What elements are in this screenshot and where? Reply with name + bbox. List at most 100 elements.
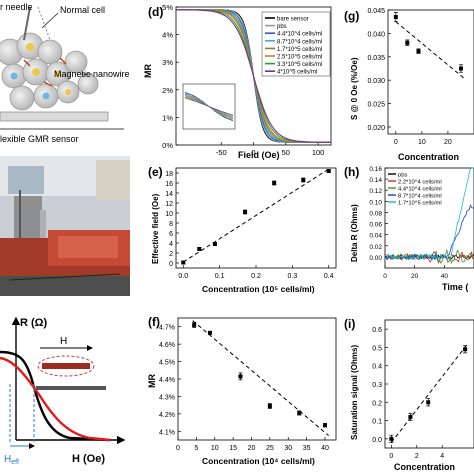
nanowire-icon xyxy=(42,363,90,369)
legend-label: 8.7*10^4 cells/ml xyxy=(398,194,442,200)
legend-label: 3.3*10^5 cells/ml xyxy=(277,62,322,68)
legend-box xyxy=(261,11,331,77)
label-needle: r needle xyxy=(0,2,33,12)
data-point xyxy=(458,66,463,71)
y-tick-label: 0.020 xyxy=(367,125,385,132)
y-tick-label: 0.035 xyxy=(367,55,385,62)
y-tick-label: 0.4 xyxy=(372,364,382,371)
x-tick-label: 0.2 xyxy=(251,273,261,280)
ylabel-f: MR xyxy=(147,374,157,388)
y-tick-label: 0.00 xyxy=(369,255,382,262)
x-tick-label: 35 xyxy=(303,445,311,452)
ylabel-i: Saturation signal (Ohms) xyxy=(350,345,359,440)
panel-f: 0 5 10 15 20 25 30 35 40 4.1% 4.2% 4.3% 4.4% 4.5% 4.6%… xyxy=(147,315,337,466)
x-tick-label: 2 xyxy=(415,453,419,460)
y-tick-label: 0.08 xyxy=(369,210,382,217)
legend-label: 1.7*10^5 cells/ml xyxy=(277,47,322,53)
xlabel-f: Concentration (10⁴ cells/ml) xyxy=(202,456,315,466)
y-tick-label: 0.12 xyxy=(369,188,382,195)
y-tick-label: 0.045 xyxy=(367,8,385,15)
data-point xyxy=(408,414,413,419)
y-tick-label: 0.025 xyxy=(367,102,385,109)
series-line xyxy=(176,9,331,143)
data-point xyxy=(405,40,410,45)
label-normal-cell: Normal cell xyxy=(60,5,105,15)
data-point xyxy=(426,400,431,405)
x-tick-label: 20 xyxy=(444,139,452,146)
y-tick-label: 0.5 xyxy=(372,345,382,352)
cell-cluster xyxy=(0,32,99,111)
fit-line xyxy=(183,168,329,263)
y-tick-label: 5% xyxy=(162,3,173,12)
y-tick-label: 0.06 xyxy=(369,222,382,229)
legend-label: pbs xyxy=(277,24,287,30)
x-tick-label: 0 xyxy=(251,148,255,157)
panel-label-g: (g) xyxy=(344,9,359,23)
x-tick-label: 4 xyxy=(440,453,444,460)
xlabel-d: Field (Oe) xyxy=(238,150,280,160)
black-curve xyxy=(0,350,111,442)
x-tick-label: 0 xyxy=(389,453,393,460)
fit-line xyxy=(395,21,464,79)
x-tick-label: 0 xyxy=(176,445,180,452)
series-line xyxy=(384,167,474,261)
y-tick-label: 0.1 xyxy=(372,419,382,426)
setup-photo xyxy=(0,156,130,296)
x-tick-label: 0.3 xyxy=(287,273,297,280)
y-tick-label: 6 xyxy=(169,231,173,238)
y-tick-label: 8 xyxy=(169,221,173,228)
y-tick-label: 4.3% xyxy=(159,394,175,401)
x-tick-label: 0.4 xyxy=(324,273,334,280)
y-tick-label: 0.04 xyxy=(369,233,382,240)
y-tick-label: 18 xyxy=(165,171,173,178)
y-tick-label: 0.040 xyxy=(367,31,385,38)
xlabel-h: Time ( xyxy=(442,282,468,292)
x-tick-label: 40 xyxy=(441,273,449,280)
h-field-arrow-label: H xyxy=(60,336,67,347)
x-tick-label: 20 xyxy=(411,273,419,280)
h-axis-label: H (Oe) xyxy=(72,453,105,465)
y-tick-label: 0.6 xyxy=(372,327,382,334)
x-tick-label: 30 xyxy=(284,445,292,452)
schematic-panel: r needle Normal cell Magnetic nanowire l… xyxy=(0,0,132,150)
legend-label: 1.7*10^5 cells/ml xyxy=(398,201,442,207)
y-tick-label: 2% xyxy=(162,86,173,95)
r-h-schematic: R (Ω) H (Oe) Heff H xyxy=(0,316,126,466)
inset-d xyxy=(182,83,236,130)
x-tick-label: 40 xyxy=(321,445,329,452)
y-tick-label: 0.10 xyxy=(369,199,382,206)
y-tick-label: 2 xyxy=(169,251,173,258)
y-tick-label: 10 xyxy=(165,211,173,218)
ylabel-e: Effective field (Oe) xyxy=(151,193,160,264)
panel-h: 0 20 40 0.00 0.02 0.04 0.06 0.08 0.10 0.12 0.14 0.1… xyxy=(344,165,474,292)
x-tick-label: 25 xyxy=(266,445,274,452)
y-tick-label: 0.2 xyxy=(372,400,382,407)
data-point xyxy=(322,423,327,428)
data-point xyxy=(393,15,398,20)
y-tick-label: 0.030 xyxy=(367,78,385,85)
fit-line xyxy=(390,343,469,443)
data-point xyxy=(238,374,243,379)
inset-series-line xyxy=(184,97,234,116)
y-tick-label: 4.1% xyxy=(159,429,175,436)
xlabel-e: Concentration (10⁵ cells/ml) xyxy=(202,284,315,294)
y-tick-label: 4.4% xyxy=(159,377,175,384)
data-point xyxy=(272,181,277,185)
x-tick-label: -50 xyxy=(216,148,227,157)
y-tick-label: 0.3 xyxy=(372,382,382,389)
label-magnetic-nanowire: Magnetic nanowire xyxy=(54,69,130,79)
y-tick-label: 0.0 xyxy=(372,437,382,444)
x-tick-label: 0 xyxy=(383,273,387,280)
y-tick-label: 3% xyxy=(162,58,173,67)
y-tick-label: 12 xyxy=(165,201,173,208)
legend-label: 8.7*10^4 cells/ml xyxy=(277,39,322,45)
x-tick-label: 15 xyxy=(229,445,237,452)
data-point xyxy=(463,347,468,352)
y-tick-label: 0% xyxy=(162,141,173,150)
fit-line xyxy=(192,320,329,437)
legend-label: bare sensor xyxy=(277,17,309,23)
legend-label: 4.4*10^4 cells/ml xyxy=(398,187,442,193)
